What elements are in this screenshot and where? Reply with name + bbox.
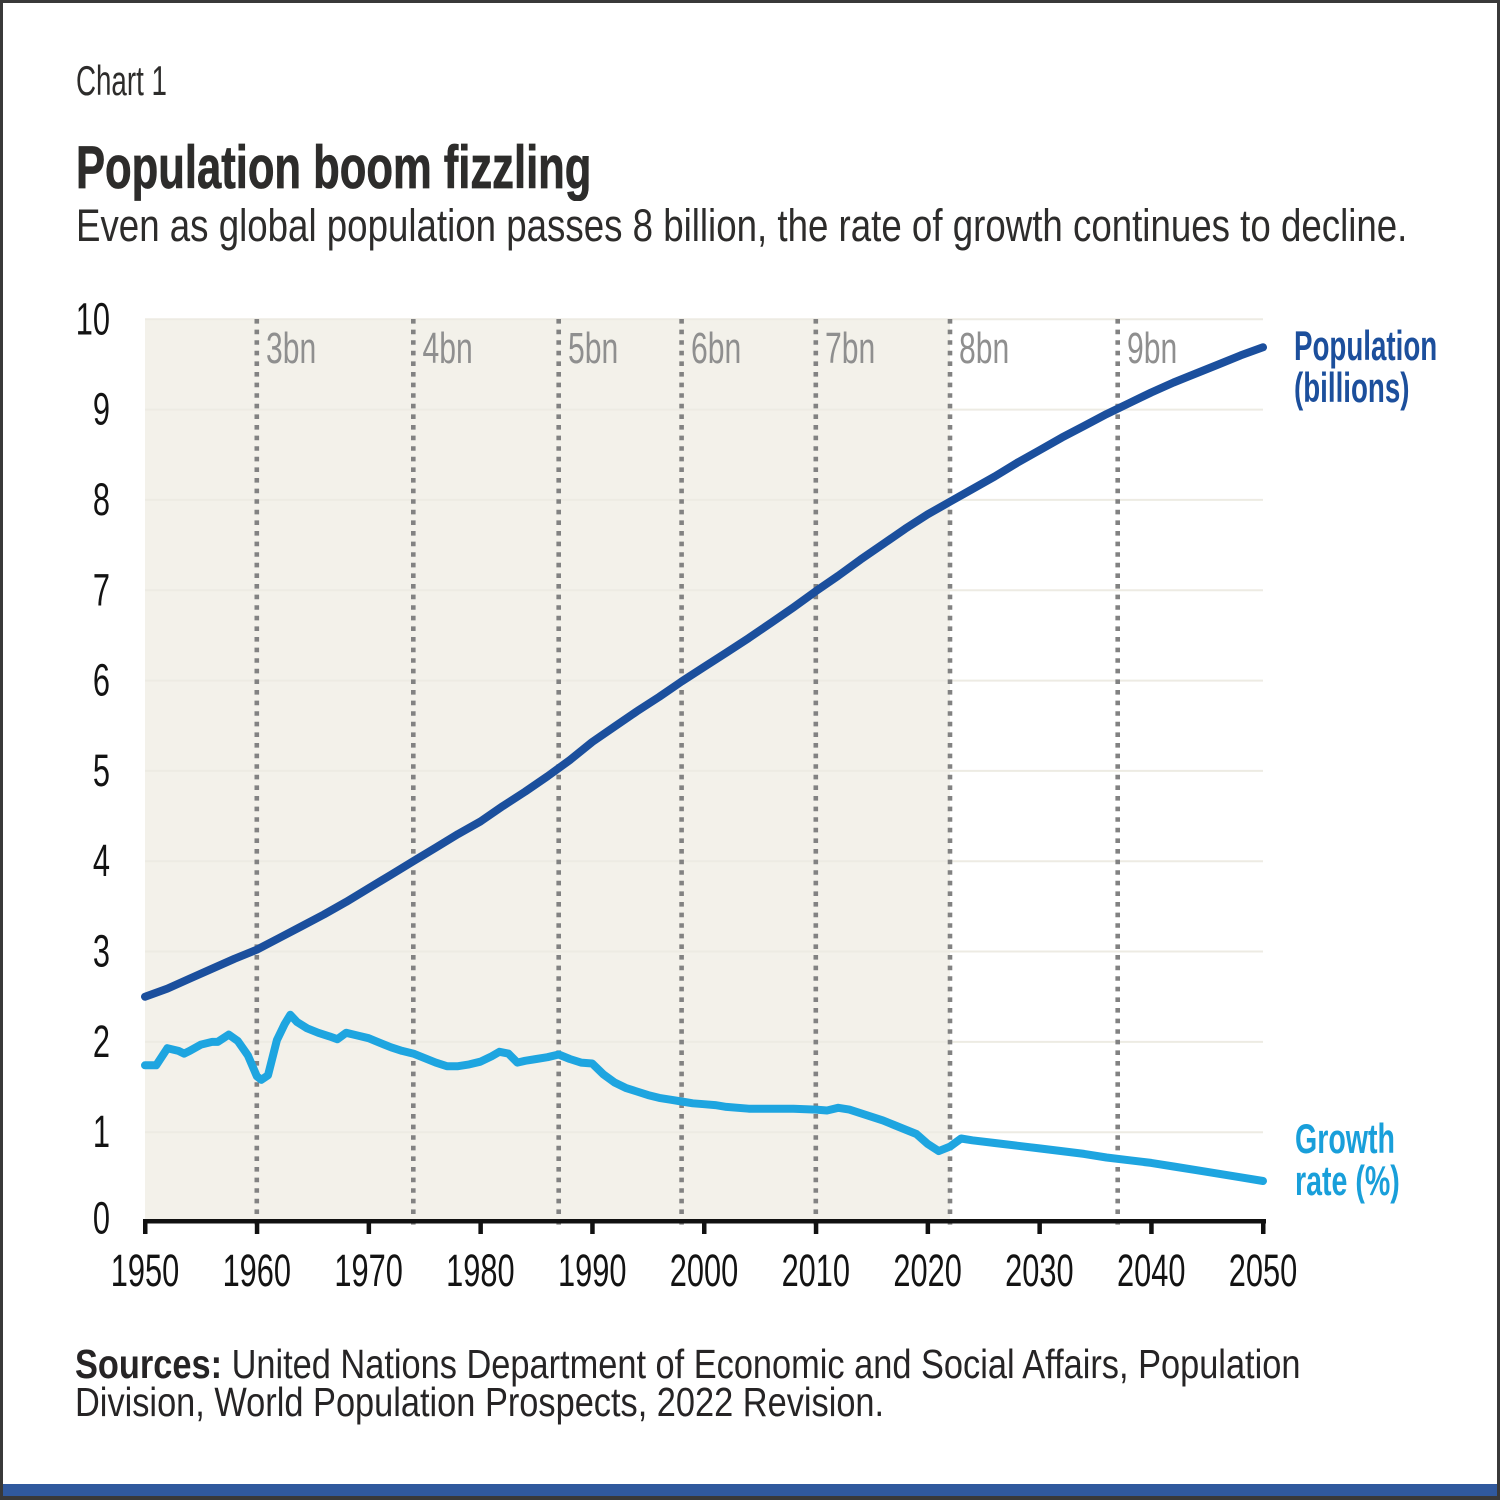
svg-text:7bn: 7bn xyxy=(825,323,875,372)
svg-text:1950: 1950 xyxy=(111,1246,179,1296)
svg-text:8: 8 xyxy=(93,475,110,525)
svg-text:1: 1 xyxy=(93,1108,110,1158)
svg-text:2030: 2030 xyxy=(1005,1246,1073,1296)
svg-text:2050: 2050 xyxy=(1229,1246,1297,1296)
svg-text:3bn: 3bn xyxy=(266,323,316,372)
svg-text:1970: 1970 xyxy=(334,1246,402,1296)
svg-text:2020: 2020 xyxy=(893,1246,961,1296)
svg-text:1960: 1960 xyxy=(223,1246,291,1296)
svg-text:10: 10 xyxy=(76,295,110,345)
svg-text:7: 7 xyxy=(93,566,110,616)
svg-text:8bn: 8bn xyxy=(959,323,1009,372)
svg-text:1990: 1990 xyxy=(558,1246,626,1296)
svg-text:2000: 2000 xyxy=(670,1246,738,1296)
svg-text:2040: 2040 xyxy=(1117,1246,1185,1296)
svg-text:5: 5 xyxy=(93,746,110,796)
svg-text:9bn: 9bn xyxy=(1127,323,1177,372)
svg-text:6bn: 6bn xyxy=(691,323,741,372)
svg-text:3: 3 xyxy=(93,927,110,977)
svg-text:2: 2 xyxy=(93,1017,110,1067)
svg-text:6: 6 xyxy=(93,656,110,706)
svg-text:0: 0 xyxy=(93,1194,110,1244)
svg-text:4bn: 4bn xyxy=(423,323,473,372)
svg-text:9: 9 xyxy=(93,385,110,435)
svg-text:4: 4 xyxy=(93,837,110,887)
svg-text:2010: 2010 xyxy=(782,1246,850,1296)
svg-text:1980: 1980 xyxy=(446,1246,514,1296)
svg-text:5bn: 5bn xyxy=(568,323,618,372)
